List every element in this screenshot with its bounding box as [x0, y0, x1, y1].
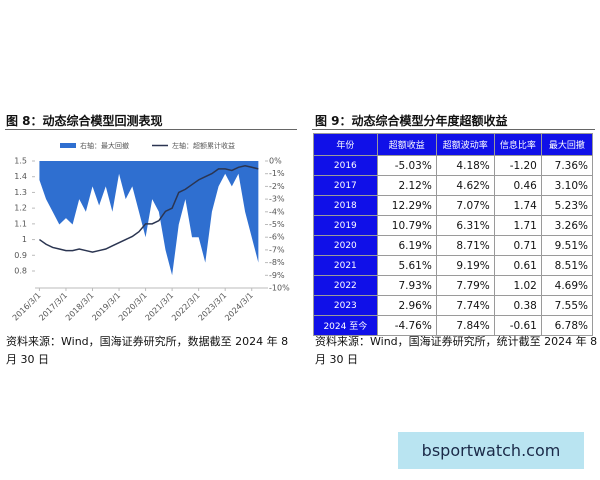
header-cell: 超额波动率 — [435, 133, 495, 156]
value-cell: -5.03% — [376, 155, 437, 176]
table-row: 2019 10.79% 6.31% 1.71 3.26% — [313, 215, 594, 236]
value-cell: 1.02 — [493, 275, 542, 296]
legend-label: 左轴：超额累计收益 — [172, 141, 235, 150]
value-cell: 6.19% — [376, 235, 437, 256]
value-cell: -0.61 — [493, 315, 542, 336]
value-cell: 0.71 — [493, 235, 542, 256]
y-tick-label: 1.3 — [14, 188, 27, 197]
value-cell: 7.36% — [540, 155, 594, 176]
header-cell: 超额收益 — [376, 133, 437, 156]
value-cell: 6.31% — [435, 215, 495, 236]
rule — [5, 129, 297, 130]
chart: 右轴：最大回撤 左轴：超额累计收益 0.8 0.9 1 1.1 1.2 1.3 1.4 1.5 0%… — [11, 141, 290, 323]
y2-tick-label: 0% — [269, 157, 282, 166]
table-row: 2024 至今 -4.76% 7.84% -0.61 6.78% — [313, 315, 594, 336]
value-cell: 9.19% — [435, 255, 495, 276]
value-cell: 12.29% — [376, 195, 437, 216]
year-cell: 2023 — [313, 295, 378, 316]
value-cell: 1.71 — [493, 215, 542, 236]
y2-tick-label: -6% — [269, 233, 285, 242]
value-cell: 4.69% — [540, 275, 594, 296]
table-row: 2021 5.61% 9.19% 0.61 8.51% — [313, 255, 594, 276]
value-cell: 0.46 — [493, 175, 542, 196]
y2-tick-label: -9% — [269, 271, 285, 280]
year-cell: 2019 — [313, 215, 378, 236]
value-cell: 8.71% — [435, 235, 495, 256]
table-row: 2023 2.96% 7.74% 0.38 7.55% — [313, 295, 594, 316]
header-cell: 信息比率 — [493, 133, 542, 156]
year-cell: 2017 — [313, 175, 378, 196]
year-cell: 2024 至今 — [313, 315, 378, 336]
y2-tick-label: -4% — [269, 207, 285, 216]
year-cell: 2016 — [313, 155, 378, 176]
value-cell: 8.51% — [540, 255, 594, 276]
y2-tick-label: -2% — [269, 182, 285, 191]
excess-line — [38, 164, 259, 253]
header-cell: 年份 — [313, 133, 378, 156]
table-row: 2020 6.19% 8.71% 0.71 9.51% — [313, 235, 594, 256]
y2-tick-label: -3% — [269, 195, 285, 204]
table: 年份 超额收益 超额波动率 信息比率 最大回撤 2016 -5.03% 4.18% -1.20 7… — [313, 133, 594, 336]
value-cell: 7.84% — [435, 315, 495, 336]
y-tick-label: 1.5 — [14, 157, 27, 166]
source-note: 资料来源：Wind，国海证券研究所，统计截至 2024 年 8 月 30 日 — [315, 335, 598, 366]
value-cell: 0.38 — [493, 295, 542, 316]
value-cell: 7.07% — [435, 195, 495, 216]
y2-tick-label: -10% — [269, 284, 290, 293]
table-row: 2017 2.12% 4.62% 0.46 3.10% — [313, 175, 594, 196]
table-row: 2018 12.29% 7.07% 1.74 5.23% — [313, 195, 594, 216]
value-cell: 3.26% — [540, 215, 594, 236]
y-tick-label: 1.2 — [14, 204, 27, 213]
source-note: 资料来源：Wind，国海证券研究所，数据截至 2024 年 8 月 30 日 — [6, 335, 289, 366]
value-cell: 7.55% — [540, 295, 594, 316]
header-row: 年份 超额收益 超额波动率 信息比率 最大回撤 — [313, 133, 594, 156]
value-cell: 6.78% — [540, 315, 594, 336]
y2-tick-label: -1% — [269, 169, 285, 178]
value-cell: 2.96% — [376, 295, 437, 316]
value-cell: 4.18% — [435, 155, 495, 176]
y-tick-label: 1.1 — [14, 219, 27, 228]
year-cell: 2022 — [313, 275, 378, 296]
y2-tick-label: -5% — [269, 220, 285, 229]
year-cell: 2018 — [313, 195, 378, 216]
year-cell: 2020 — [313, 235, 378, 256]
value-cell: 7.79% — [435, 275, 495, 296]
legend-swatch — [60, 143, 76, 148]
table-row: 2016 -5.03% 4.18% -1.20 7.36% — [313, 155, 594, 176]
value-cell: 5.61% — [376, 255, 437, 276]
value-cell: 9.51% — [540, 235, 594, 256]
rule — [312, 129, 595, 130]
header-cell: 最大回撤 — [540, 133, 594, 156]
drawdown-area — [39, 161, 259, 276]
watermark: bsportwatch.com — [398, 432, 584, 469]
value-cell: 5.23% — [540, 195, 594, 216]
y-tick-label: 1.4 — [14, 172, 27, 181]
year-cell: 2021 — [313, 255, 378, 276]
figure-title: 图 9：动态综合模型分年度超额收益 — [315, 114, 508, 128]
x-tick-label: 2024/3/1 — [223, 291, 255, 323]
value-cell: 3.10% — [540, 175, 594, 196]
value-cell: 10.79% — [376, 215, 437, 236]
value-cell: 2.12% — [376, 175, 437, 196]
value-cell: -1.20 — [493, 155, 542, 176]
y2-tick-label: -7% — [269, 245, 285, 254]
y-tick-label: 1 — [22, 235, 27, 244]
value-cell: 0.61 — [493, 255, 542, 276]
value-cell: 4.62% — [435, 175, 495, 196]
value-cell: 7.93% — [376, 275, 437, 296]
value-cell: 1.74 — [493, 195, 542, 216]
legend-label: 右轴：最大回撤 — [80, 141, 129, 150]
y-tick-label: 0.8 — [14, 267, 27, 276]
y2-tick-label: -8% — [269, 258, 285, 267]
value-cell: 7.74% — [435, 295, 495, 316]
value-cell: -4.76% — [376, 315, 437, 336]
table-row: 2022 7.93% 7.79% 1.02 4.69% — [313, 275, 594, 296]
y-tick-label: 0.9 — [14, 251, 27, 260]
figure-title: 图 8：动态综合模型回测表现 — [6, 114, 163, 128]
